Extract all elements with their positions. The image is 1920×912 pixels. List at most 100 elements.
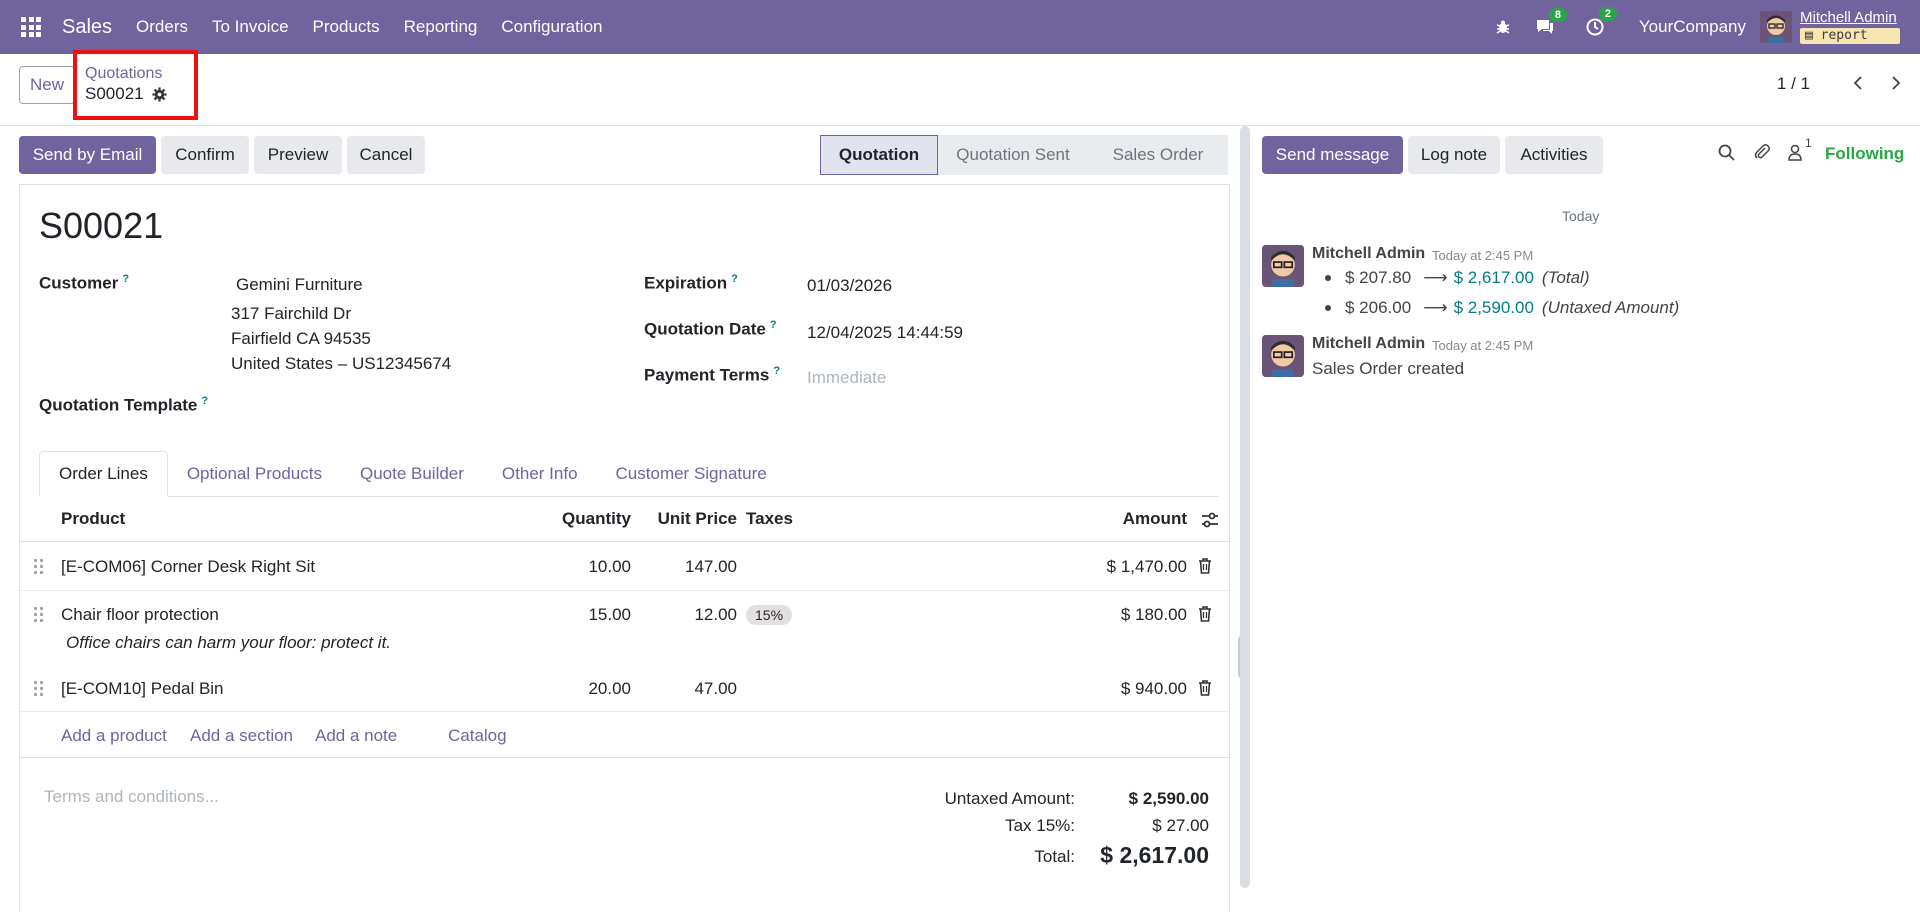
tab-customer-signature[interactable]: Customer Signature (615, 464, 767, 483)
activities-button[interactable]: Activities (1505, 136, 1603, 174)
stage-sales-order[interactable]: Sales Order (1088, 135, 1228, 175)
tab-optional-products[interactable]: Optional Products (186, 464, 322, 483)
following-toggle[interactable]: Following (1825, 144, 1905, 163)
help-icon[interactable]: ? (769, 319, 777, 331)
preview-button[interactable]: Preview (254, 136, 342, 174)
followers-count: 1 (1805, 135, 1812, 150)
log-note-button[interactable]: Log note (1408, 136, 1500, 174)
messages-count-badge: 8 (1548, 8, 1568, 22)
tab-other-info[interactable]: Other Info (501, 464, 578, 483)
pager-previous-icon[interactable] (1848, 70, 1868, 96)
pager-value[interactable]: 1 / 1 (1776, 74, 1810, 93)
column-product[interactable]: Product (61, 509, 126, 528)
column-taxes[interactable]: Taxes (746, 509, 793, 528)
menu-reporting[interactable]: Reporting (403, 17, 478, 36)
line-quantity[interactable]: 10.00 (588, 557, 631, 576)
cancel-button[interactable]: Cancel (347, 136, 425, 174)
add-line-row: Add a product Add a section Add a note C… (20, 712, 1231, 758)
avatar[interactable] (1262, 335, 1304, 377)
tracking-value-total: $ 207.80 ⟶ $ 2,617.00 (Total) (1325, 268, 1589, 288)
form-scrollbar[interactable] (1240, 126, 1250, 888)
line-unit-price[interactable]: 47.00 (694, 679, 737, 698)
new-button[interactable]: New (19, 66, 75, 104)
untaxed-amount-label: Untaxed Amount: (944, 789, 1075, 808)
debug-bug-icon[interactable] (1495, 19, 1511, 35)
catalog-link[interactable]: Catalog (448, 726, 507, 745)
gear-icon[interactable] (152, 86, 167, 102)
avatar[interactable] (1262, 245, 1304, 287)
add-note-link[interactable]: Add a note (315, 726, 398, 745)
menu-products[interactable]: Products (312, 17, 380, 36)
breadcrumb-quotations[interactable]: Quotations (85, 65, 163, 82)
highlight-box (73, 50, 198, 120)
stage-quotation[interactable]: Quotation (820, 135, 938, 175)
control-panel: New Quotations S00021 1 / 1 (0, 50, 1920, 126)
menu-configuration[interactable]: Configuration (501, 17, 603, 36)
stage-quotation-sent[interactable]: Quotation Sent (938, 135, 1088, 175)
message-author[interactable]: Mitchell Admin (1312, 245, 1426, 262)
customer-field[interactable]: Gemini Furniture (236, 275, 363, 294)
column-unit-price[interactable]: Unit Price (657, 509, 737, 528)
new-value: $ 2,617.00 (1453, 268, 1534, 287)
help-icon[interactable]: ? (122, 273, 130, 285)
line-amount: $ 1,470.00 (1106, 557, 1187, 576)
search-icon[interactable] (1718, 144, 1735, 161)
line-unit-price[interactable]: 12.00 (694, 605, 737, 624)
trash-icon[interactable] (1198, 558, 1212, 574)
line-quantity[interactable]: 20.00 (588, 679, 631, 698)
column-quantity[interactable]: Quantity (562, 509, 631, 528)
trash-icon[interactable] (1198, 606, 1212, 622)
record-name[interactable]: S00021 (39, 205, 164, 246)
company-switcher[interactable]: YourCompany (1638, 17, 1746, 36)
table-row[interactable]: [E-COM06] Corner Desk Right Sit 10.00 14… (20, 543, 1231, 591)
table-row[interactable]: [E-COM10] Pedal Bin 20.00 47.00 $ 940.00 (20, 665, 1231, 712)
message-time: Today at 2:45 PM (1432, 248, 1534, 263)
terms-field[interactable]: Terms and conditions... (44, 787, 219, 806)
send-message-button[interactable]: Send message (1262, 136, 1403, 174)
table-row[interactable]: Chair floor protection Office chairs can… (20, 591, 1231, 665)
user-menu[interactable]: Mitchell Admin ▤ report (1800, 10, 1900, 44)
expiration-field[interactable]: 01/03/2026 (807, 276, 893, 295)
activities-clock-icon[interactable]: 2 (1585, 7, 1618, 37)
tracking-value-untaxed: $ 206.00 ⟶ $ 2,590.00 (Untaxed Amount) (1325, 298, 1679, 318)
tax-badge[interactable]: 15% (746, 605, 793, 625)
breadcrumb-current: S00021 (85, 84, 167, 104)
line-product[interactable]: [E-COM06] Corner Desk Right Sit (61, 557, 316, 576)
app-name[interactable]: Sales (62, 15, 113, 38)
line-product[interactable]: Chair floor protection (61, 605, 219, 624)
user-avatar[interactable] (1760, 11, 1792, 43)
systray: 8 2 YourCompany Mitchell Admin ▤ report (1495, 0, 1920, 54)
add-product-link[interactable]: Add a product (61, 726, 167, 745)
line-quantity[interactable]: 15.00 (588, 605, 631, 624)
drag-handle-icon[interactable] (34, 681, 44, 697)
tab-quote-builder[interactable]: Quote Builder (359, 464, 464, 483)
apps-menu-icon[interactable] (21, 17, 41, 37)
line-product[interactable]: [E-COM10] Pedal Bin (61, 679, 224, 698)
trash-icon[interactable] (1198, 680, 1212, 696)
tracked-field: (Total) (1541, 268, 1590, 287)
menu-to-invoice[interactable]: To Invoice (212, 17, 289, 36)
optional-columns-icon[interactable] (1201, 512, 1219, 533)
pager-next-icon[interactable] (1886, 70, 1906, 96)
paperclip-icon[interactable] (1753, 143, 1771, 161)
customer-address-line-2: Fairfield CA 94535 (231, 329, 371, 348)
drag-handle-icon[interactable] (34, 607, 44, 623)
drag-handle-icon[interactable] (34, 559, 44, 575)
menu-orders[interactable]: Orders (136, 17, 188, 36)
message-author[interactable]: Mitchell Admin (1312, 335, 1426, 352)
add-section-link[interactable]: Add a section (190, 726, 294, 745)
help-icon[interactable]: ? (731, 273, 738, 285)
payment-terms-field[interactable]: Immediate (807, 368, 887, 387)
send-by-email-button[interactable]: Send by Email (19, 136, 156, 174)
followers-icon[interactable]: 1 (1787, 136, 1812, 161)
confirm-button[interactable]: Confirm (161, 136, 249, 174)
quotation-date-field[interactable]: 12/04/2025 14:44:59 (807, 323, 963, 342)
line-unit-price[interactable]: 147.00 (685, 557, 737, 576)
column-amount[interactable]: Amount (1122, 509, 1187, 528)
help-icon[interactable]: ? (201, 395, 209, 407)
customer-address-line-1: 317 Fairchild Dr (231, 304, 351, 323)
tax-value: $ 27.00 (1152, 816, 1209, 835)
help-icon[interactable]: ? (773, 365, 781, 377)
messages-icon[interactable]: 8 (1535, 8, 1568, 36)
tab-order-lines[interactable]: Order Lines (39, 451, 168, 497)
